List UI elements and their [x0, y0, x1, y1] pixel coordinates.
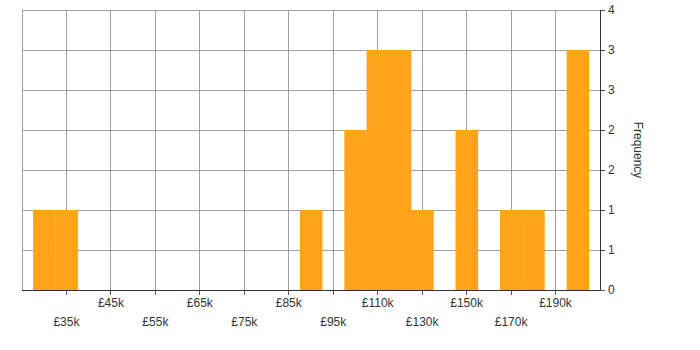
- bar: [367, 50, 390, 290]
- x-tick: [155, 290, 156, 295]
- x-grid-line: [244, 10, 245, 290]
- y-grid-line: [22, 50, 600, 51]
- x-tick-label: £170k: [495, 315, 529, 329]
- x-tick: [110, 290, 111, 295]
- x-tick: [466, 290, 467, 295]
- x-tick-label: £85k: [276, 296, 303, 310]
- y-tick-label: 1: [608, 243, 615, 257]
- y-tick-label: 1: [608, 203, 615, 217]
- bar: [389, 50, 412, 290]
- y-grid-line: [22, 170, 600, 171]
- y-axis-label: Frequency: [631, 122, 645, 179]
- x-tick: [333, 290, 334, 295]
- y-tick-label: 4: [608, 3, 615, 17]
- x-tick-label: £35k: [53, 315, 80, 329]
- x-grid-line: [333, 10, 334, 290]
- x-tick: [555, 290, 556, 295]
- x-tick-label: £65k: [187, 296, 214, 310]
- x-tick: [511, 290, 512, 295]
- x-tick-label: £190k: [539, 296, 573, 310]
- y-tick: [600, 210, 605, 211]
- y-tick-label: 2: [608, 123, 615, 137]
- y-axis: [600, 10, 601, 290]
- x-tick: [288, 290, 289, 295]
- bar: [344, 130, 367, 290]
- y-grid-line: [22, 130, 600, 131]
- y-tick: [600, 250, 605, 251]
- x-tick-label: £75k: [231, 315, 258, 329]
- x-grid-line: [288, 10, 289, 290]
- y-tick: [600, 50, 605, 51]
- bar: [522, 210, 545, 290]
- x-tick: [377, 290, 378, 295]
- bars: [33, 50, 589, 290]
- x-tick-label: £55k: [142, 315, 169, 329]
- x-tick-label: £45k: [98, 296, 125, 310]
- plot-frame: [22, 10, 23, 290]
- x-tick: [422, 290, 423, 295]
- bar: [33, 210, 56, 290]
- y-grid-line: [22, 90, 600, 91]
- x-tick-label: £110k: [362, 296, 395, 310]
- y-tick: [600, 170, 605, 171]
- y-tick-label: 0: [608, 283, 615, 297]
- bar: [55, 210, 78, 290]
- y-tick: [600, 290, 605, 291]
- x-grid-line: [555, 10, 556, 290]
- x-tick-label: £95k: [320, 315, 347, 329]
- chart: 0 1 1 2 2 3 3 4 £35k £45k £55k £65k £75k £85k £95k £110…: [0, 0, 700, 350]
- bar: [456, 130, 479, 290]
- y-tick-label: 2: [608, 163, 615, 177]
- x-grid-line: [110, 10, 111, 290]
- y-tick: [600, 130, 605, 131]
- grid: [22, 10, 600, 290]
- y-tick: [600, 10, 605, 11]
- x-axis: [22, 290, 600, 291]
- x-tick: [199, 290, 200, 295]
- bar: [300, 210, 323, 290]
- bar: [411, 210, 434, 290]
- bar: [567, 50, 590, 290]
- bar: [500, 210, 523, 290]
- y-tick-label: 3: [608, 43, 615, 57]
- x-tick: [244, 290, 245, 295]
- y-tick-label: 3: [608, 83, 615, 97]
- x-tick-label: £130k: [406, 315, 440, 329]
- x-tick-label: £150k: [450, 296, 484, 310]
- x-tick: [66, 290, 67, 295]
- x-grid-line: [155, 10, 156, 290]
- y-grid-line: [22, 10, 600, 11]
- y-tick: [600, 90, 605, 91]
- x-grid-line: [199, 10, 200, 290]
- y-grid-line: [22, 290, 600, 291]
